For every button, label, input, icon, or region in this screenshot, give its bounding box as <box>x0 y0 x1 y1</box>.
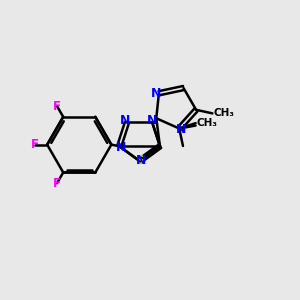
Text: N: N <box>136 154 146 167</box>
Text: F: F <box>53 100 61 112</box>
Text: N: N <box>176 124 186 136</box>
Text: S: S <box>135 154 144 167</box>
Text: N: N <box>146 114 157 127</box>
Text: CH₃: CH₃ <box>213 108 234 118</box>
Text: N: N <box>116 141 126 154</box>
Text: N: N <box>151 87 162 100</box>
Text: F: F <box>31 138 39 151</box>
Text: N: N <box>120 114 131 127</box>
Text: F: F <box>53 177 61 190</box>
Text: CH₃: CH₃ <box>196 118 217 128</box>
